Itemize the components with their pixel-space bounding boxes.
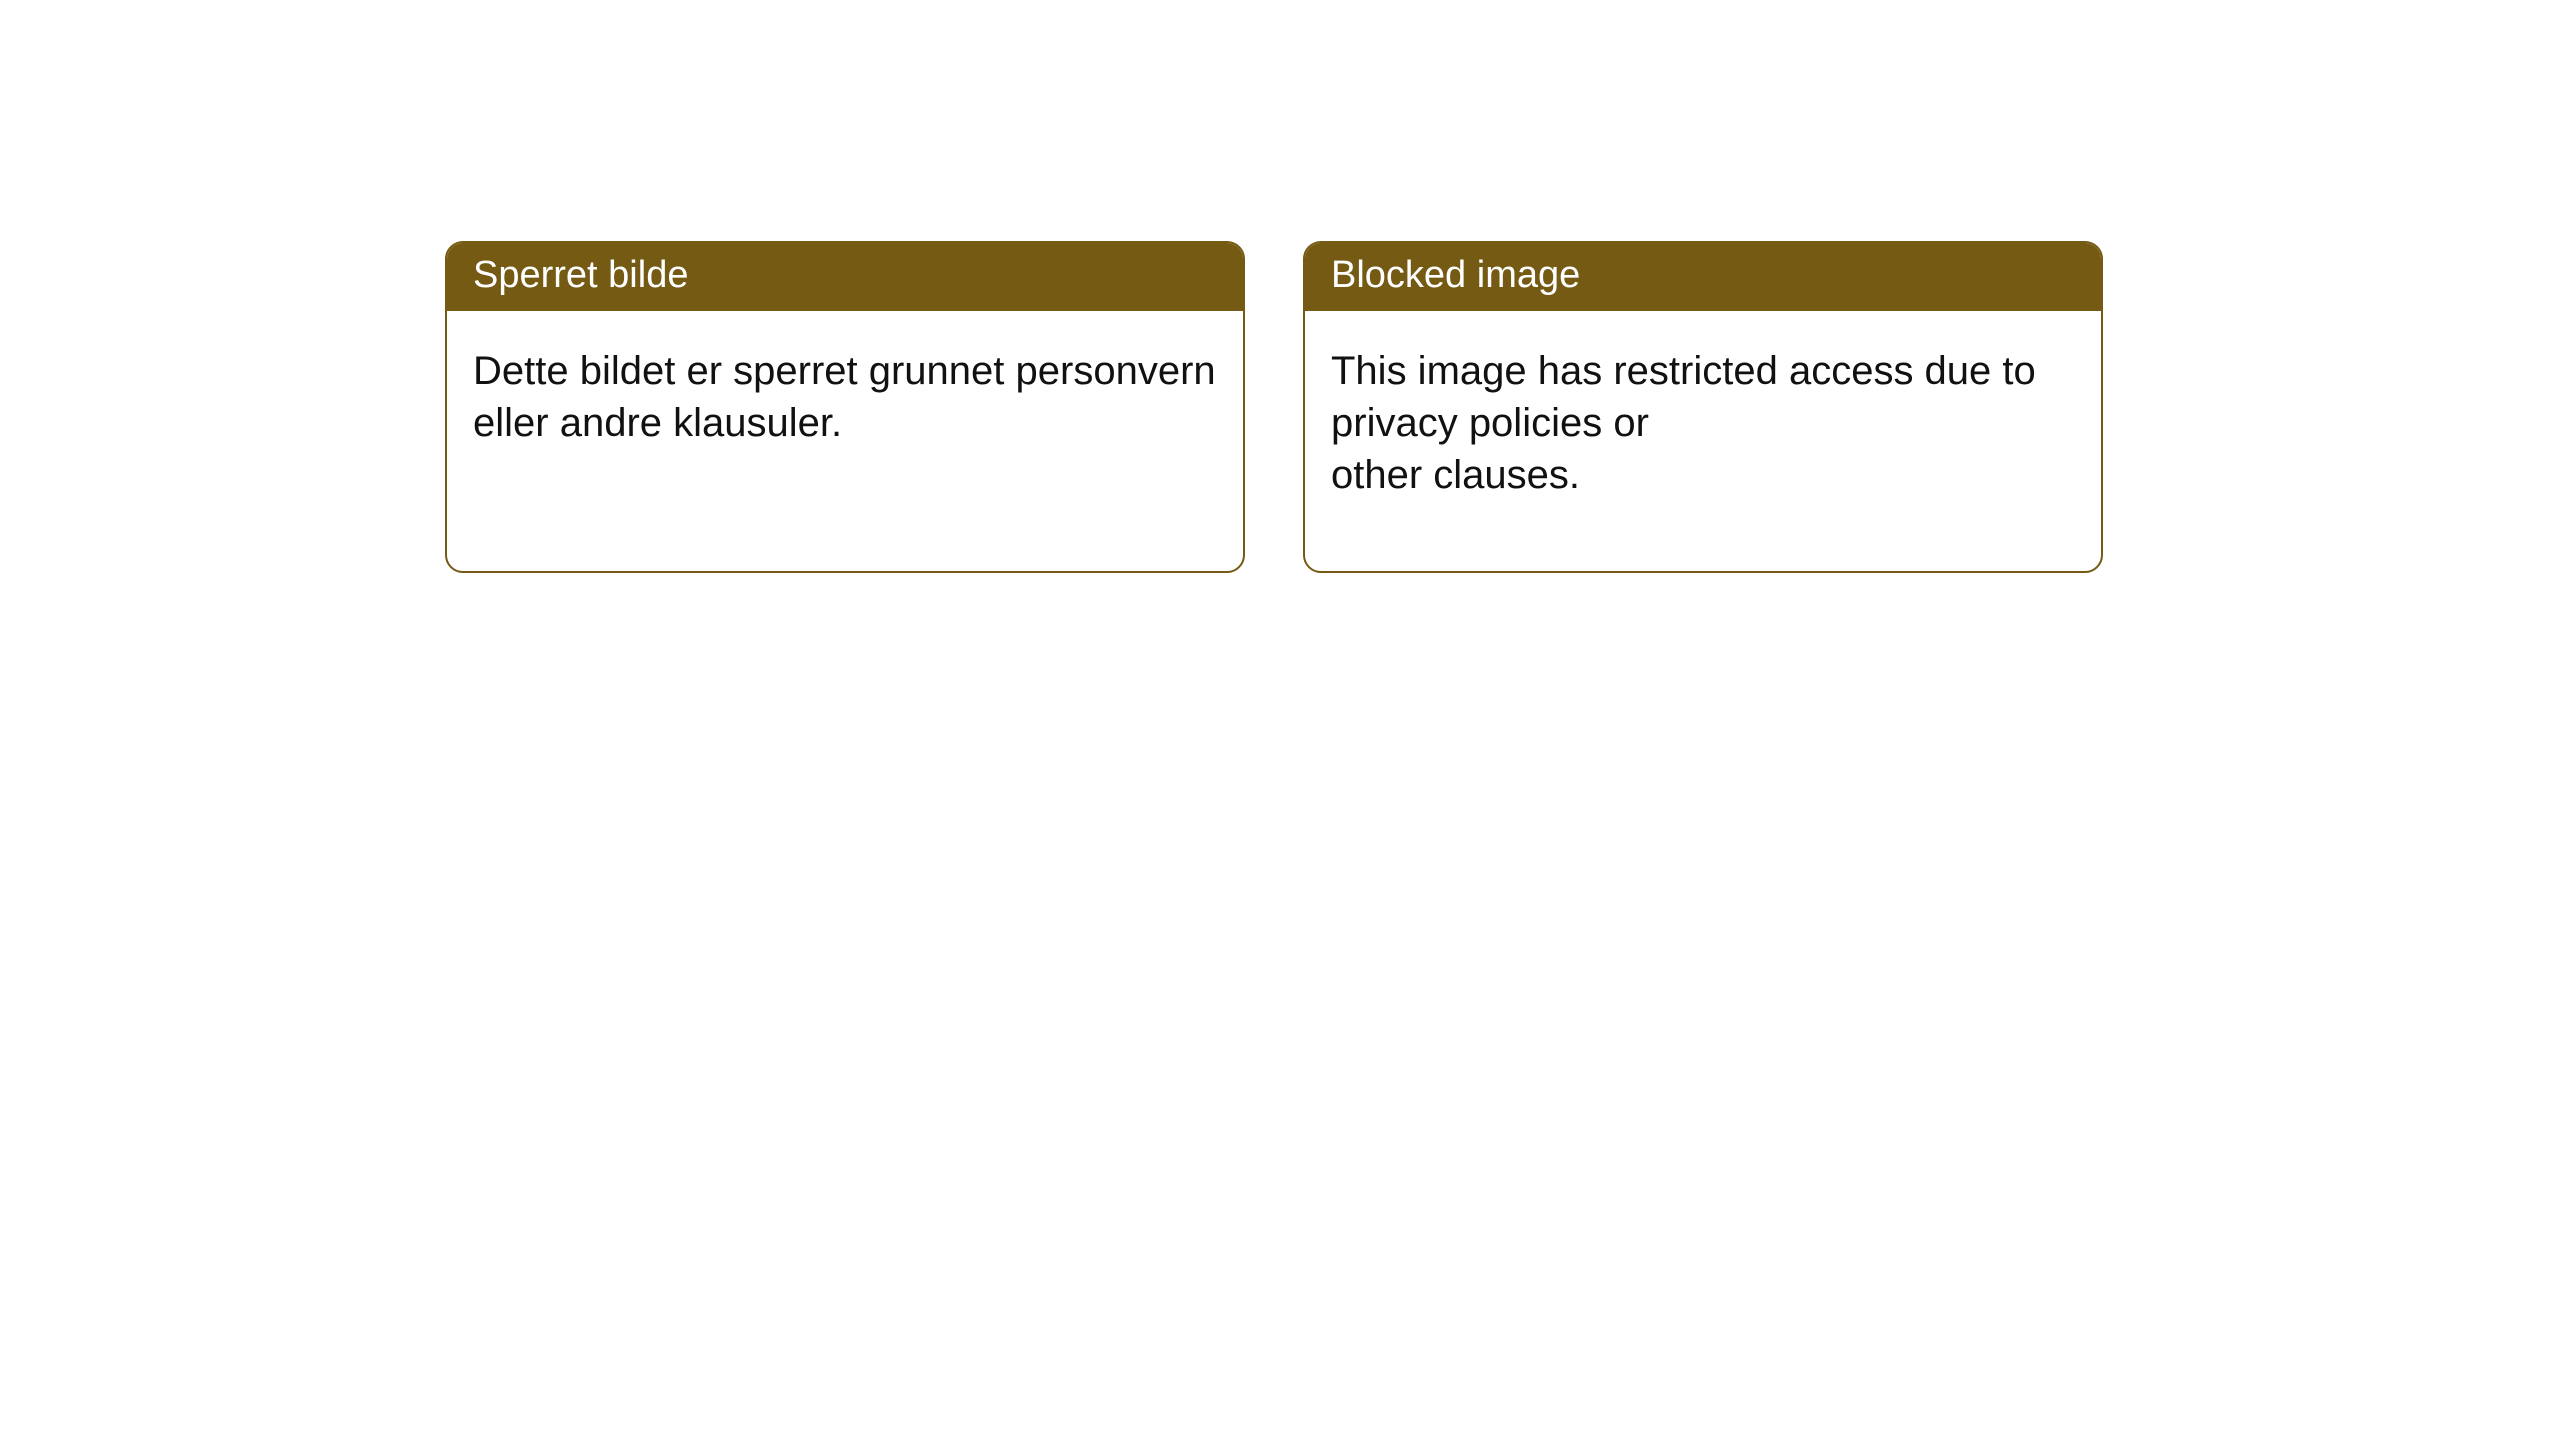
notice-card-title: Sperret bilde <box>447 243 1243 311</box>
notice-card-container: Sperret bilde Dette bildet er sperret gr… <box>445 241 2103 573</box>
notice-card-no: Sperret bilde Dette bildet er sperret gr… <box>445 241 1245 573</box>
notice-card-title: Blocked image <box>1305 243 2101 311</box>
notice-card-body: This image has restricted access due to … <box>1305 311 2101 535</box>
notice-card-en: Blocked image This image has restricted … <box>1303 241 2103 573</box>
notice-card-body: Dette bildet er sperret grunnet personve… <box>447 311 1243 483</box>
